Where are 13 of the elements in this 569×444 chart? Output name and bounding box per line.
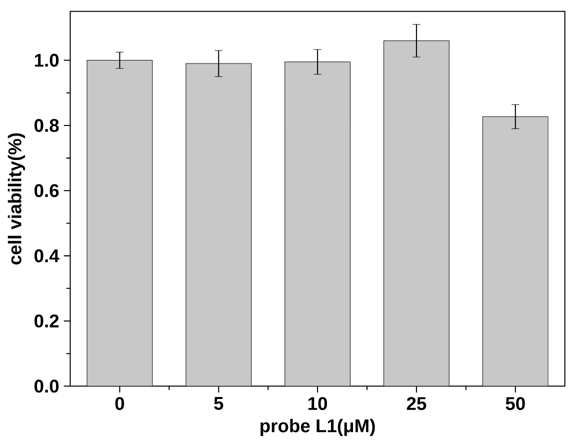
x-tick-label: 5 [214, 397, 224, 410]
y-tick-label: 0.4 [34, 249, 60, 262]
y-tick-label: 0.6 [34, 184, 59, 198]
x-tick-label: 0 [115, 397, 124, 410]
y-tick-label: 1.0 [34, 54, 59, 67]
y-tick-label: 0.2 [34, 314, 59, 328]
y-axis-title: cell viability(%) [8, 133, 26, 265]
x-tick-label: 10 [308, 397, 328, 410]
x-axis-title: probe L1(μM) [260, 418, 375, 436]
x-tick-label: 25 [406, 397, 426, 410]
x-tick-label: 50 [506, 397, 525, 410]
y-tick-label: 0.0 [34, 380, 59, 393]
y-tick-label: 0.8 [34, 119, 59, 132]
